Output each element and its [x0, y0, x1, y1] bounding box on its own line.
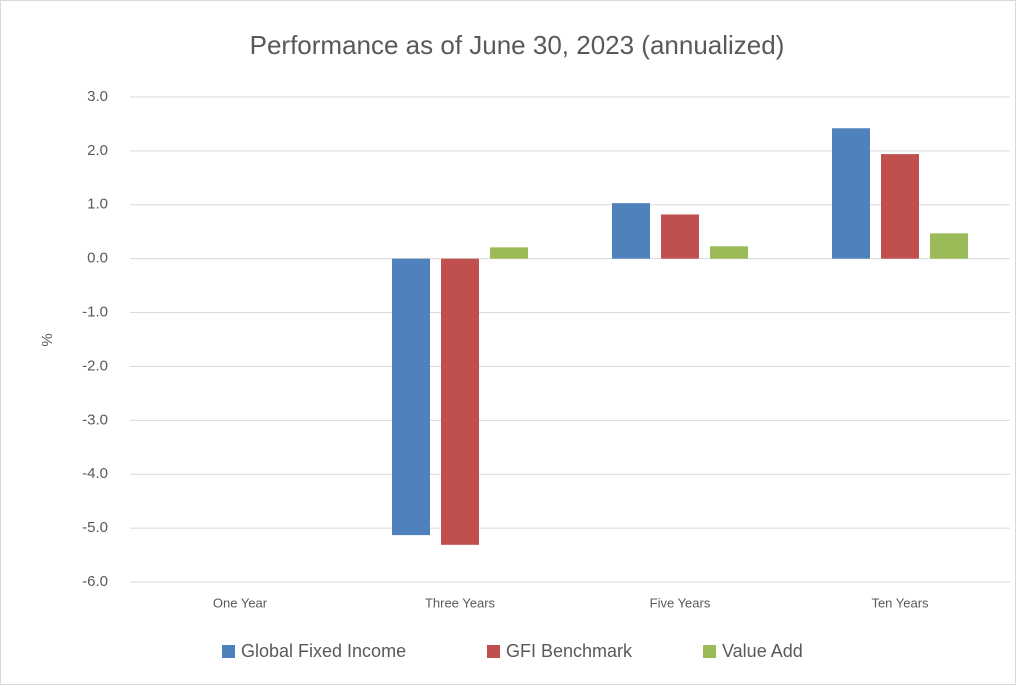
bar — [881, 154, 919, 259]
legend-label: Value Add — [722, 641, 803, 661]
y-axis-label: % — [39, 333, 56, 346]
legend-label: Global Fixed Income — [241, 641, 406, 661]
bar — [441, 258, 479, 545]
chart-title: Performance as of June 30, 2023 (annuali… — [250, 30, 785, 60]
bar — [612, 203, 650, 259]
x-tick-label: Three Years — [425, 595, 496, 610]
legend-swatch — [222, 645, 235, 658]
bar — [392, 258, 430, 536]
y-tick-label: 0.0 — [87, 250, 108, 267]
bar — [661, 214, 699, 259]
legend-swatch — [703, 645, 716, 658]
bar — [490, 247, 528, 259]
y-tick-label: 2.0 — [87, 142, 108, 159]
y-tick-label: -2.0 — [82, 357, 108, 374]
x-tick-label: Five Years — [650, 595, 711, 610]
y-tick-label: -4.0 — [82, 465, 108, 482]
bar — [832, 128, 870, 259]
y-tick-label: 1.0 — [87, 196, 108, 213]
x-tick-label: Ten Years — [871, 595, 929, 610]
y-tick-label: 3.0 — [87, 88, 108, 105]
bar — [710, 246, 748, 259]
bar — [930, 233, 968, 259]
legend-swatch — [487, 645, 500, 658]
y-tick-label: -6.0 — [82, 573, 108, 590]
legend-label: GFI Benchmark — [506, 641, 633, 661]
y-tick-label: -1.0 — [82, 304, 108, 321]
x-tick-label: One Year — [213, 595, 268, 610]
y-tick-label: -5.0 — [82, 519, 108, 536]
y-tick-label: -3.0 — [82, 411, 108, 428]
